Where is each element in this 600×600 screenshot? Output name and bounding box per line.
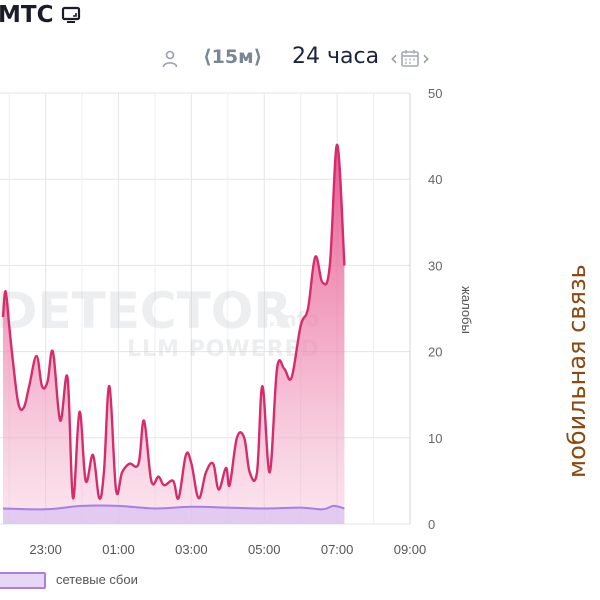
range-selector[interactable]: 24 часа	[292, 44, 380, 69]
y-tick-label: 50	[428, 86, 442, 101]
x-tick-label: 01:00	[102, 542, 135, 557]
x-tick-label: 09:00	[394, 542, 427, 557]
date-navigation: ‹ ›	[390, 46, 430, 70]
network-failures-line	[2, 504, 345, 511]
x-tick-label: 05:00	[248, 542, 281, 557]
y-tick-label: 30	[428, 258, 442, 273]
y-tick-label: 0	[428, 517, 435, 532]
category-label: мобильная связь	[563, 264, 591, 478]
legend-swatch-network-failures[interactable]	[0, 572, 46, 589]
complaints-line	[1, 143, 346, 501]
y-tick-label: 10	[428, 431, 442, 446]
next-arrow-icon[interactable]: ›	[422, 46, 430, 70]
y-tick-label: 20	[428, 345, 442, 360]
legend-label-network-failures[interactable]: сетевые сбои	[56, 572, 138, 587]
y-tick-label: 40	[428, 172, 442, 187]
tv-icon[interactable]	[61, 5, 81, 25]
prev-arrow-icon[interactable]: ‹	[390, 46, 398, 70]
person-icon[interactable]	[162, 50, 178, 68]
network-failures-area	[3, 505, 345, 524]
calendar-icon[interactable]	[400, 48, 420, 68]
x-tick-label: 03:00	[175, 542, 208, 557]
x-tick-label: 07:00	[321, 542, 354, 557]
watermark-subtitle: LLM POWERED	[127, 337, 320, 362]
page-title: МТС	[0, 2, 81, 28]
interval-selector[interactable]: ⟨15м⟩	[203, 46, 263, 68]
watermark: DETECTOR .info LLM POWERED	[0, 282, 320, 362]
watermark-main: DETECTOR	[0, 282, 292, 340]
y-axis-label: жалобы	[459, 286, 474, 334]
chart-controls: ⟨15м⟩ 24 часа ‹ ›	[150, 44, 450, 74]
x-tick-label: 23:00	[29, 542, 62, 557]
complaints-area	[3, 144, 345, 524]
page-title-text: МТС	[0, 2, 54, 28]
